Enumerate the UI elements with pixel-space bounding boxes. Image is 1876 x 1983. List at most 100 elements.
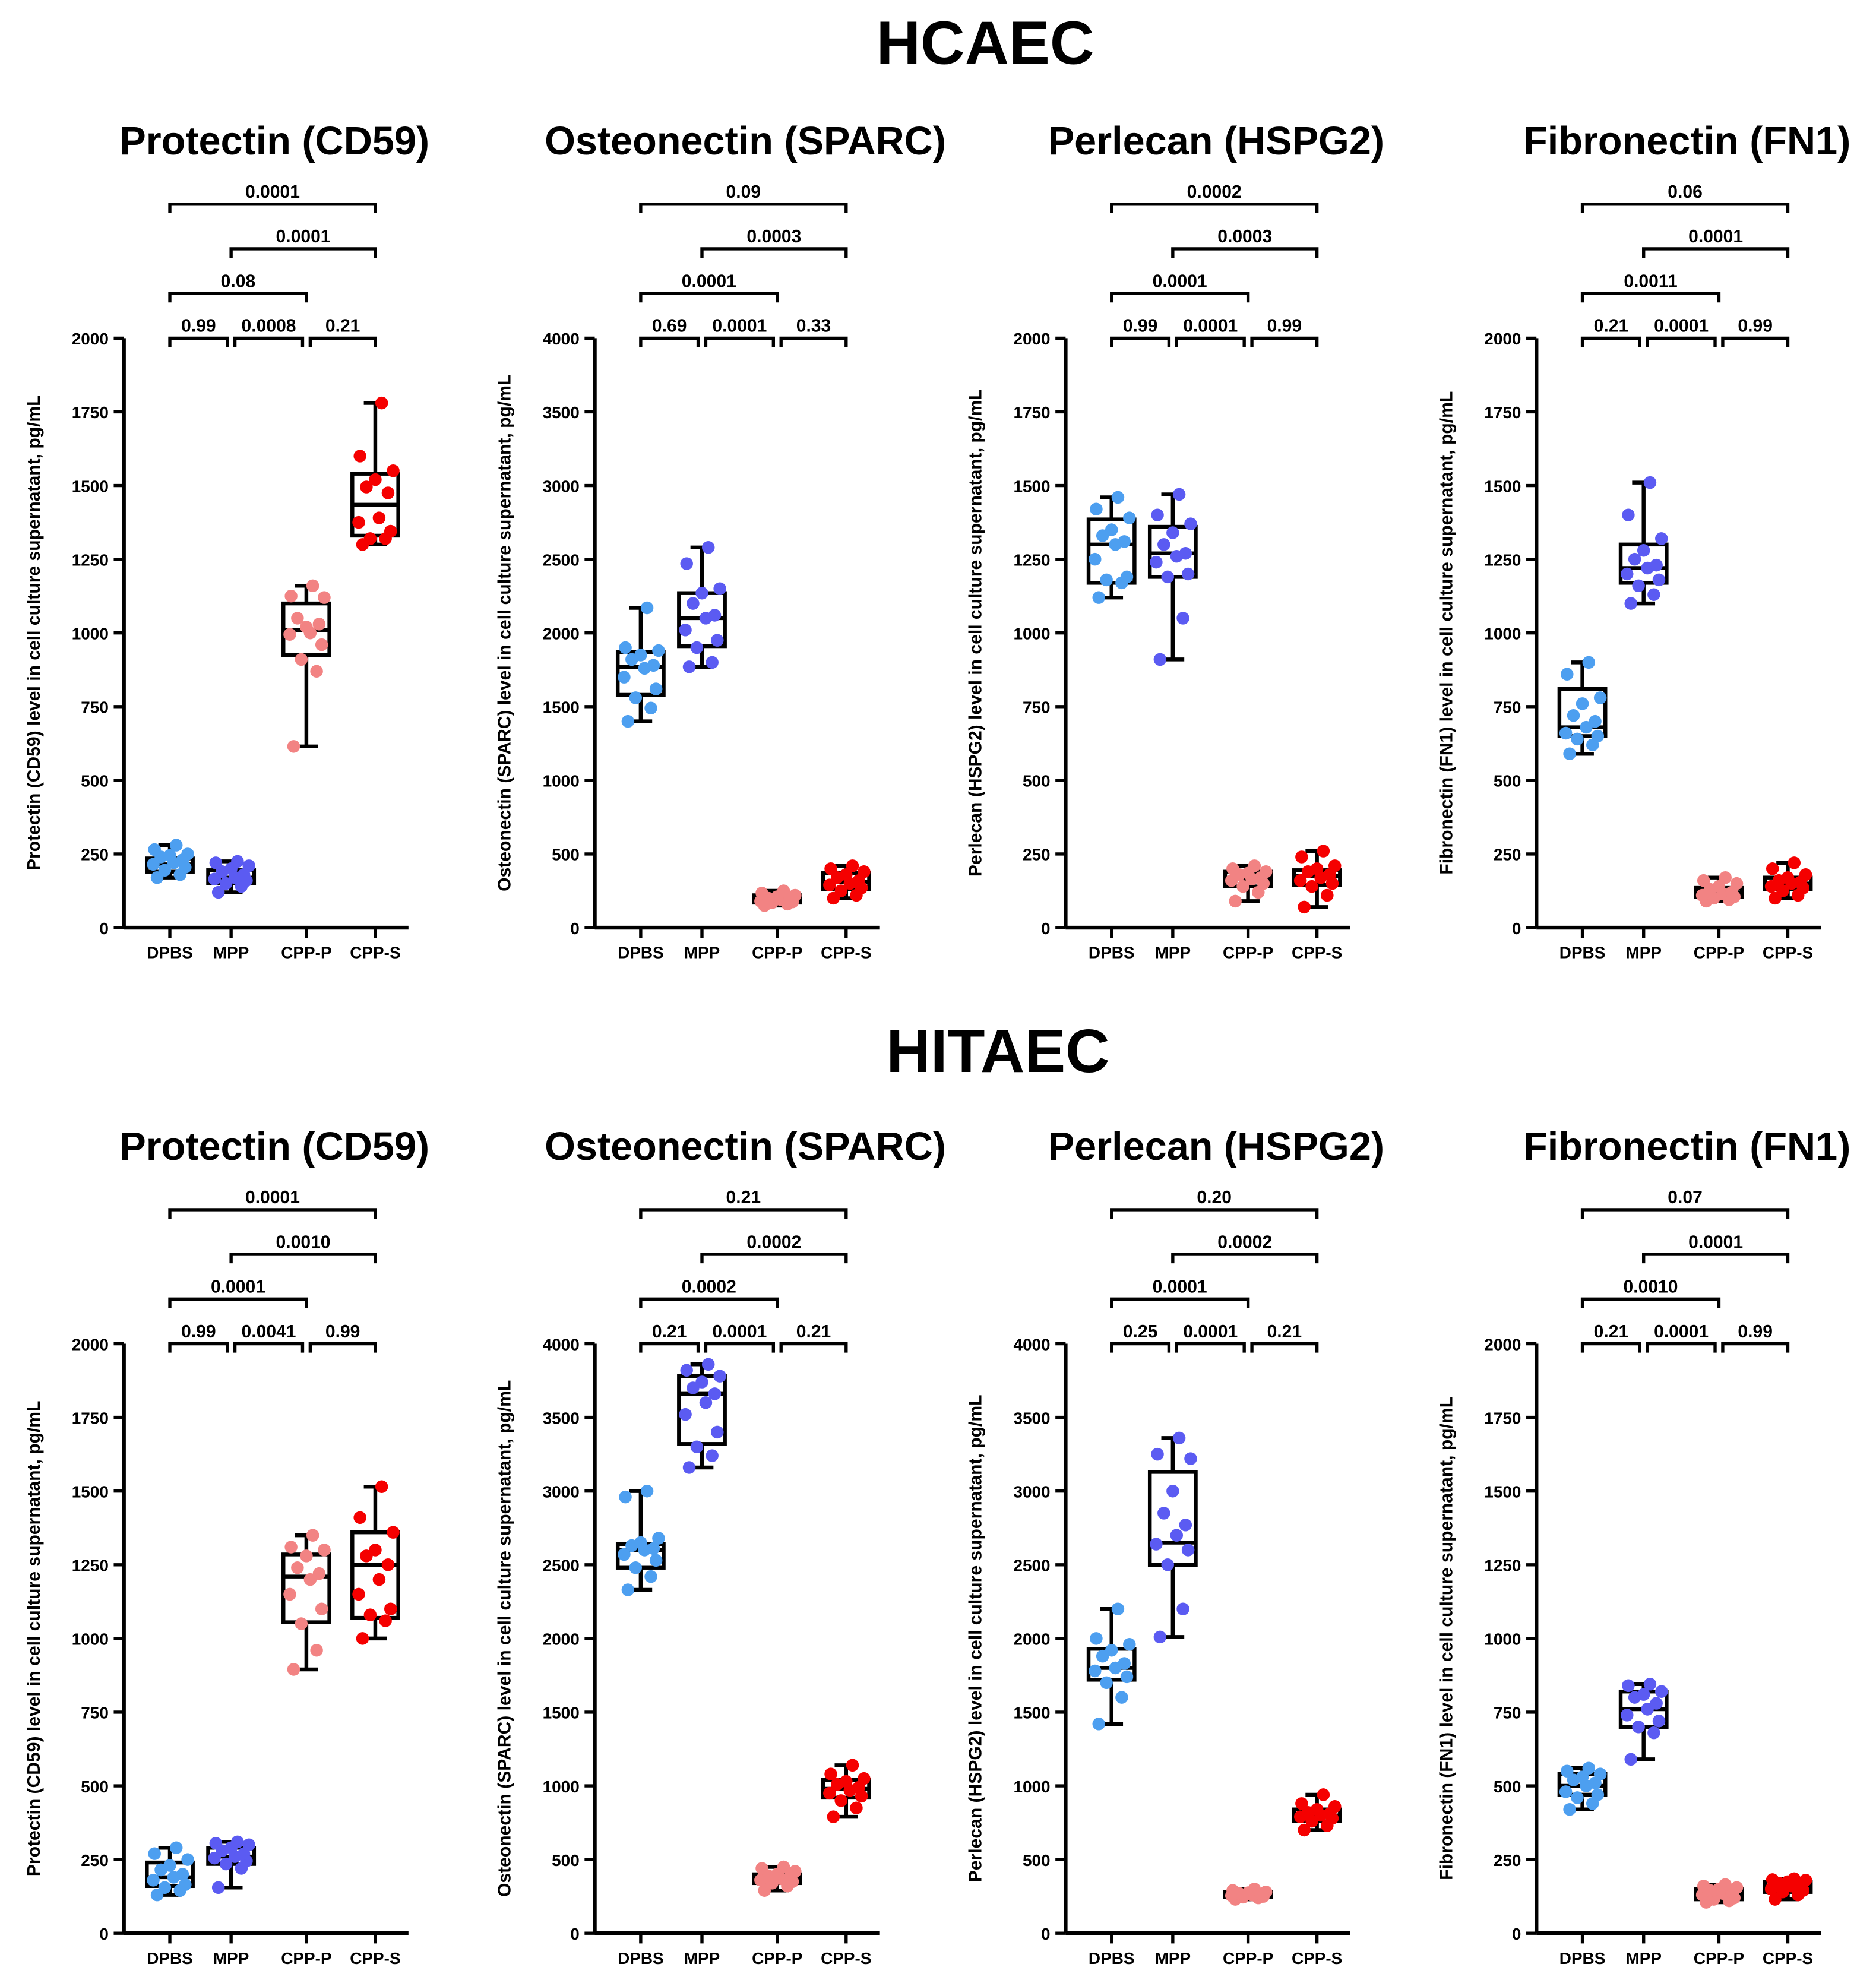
data-point xyxy=(287,1663,300,1676)
y-tick-label: 500 xyxy=(1494,772,1521,790)
y-tick-label: 3500 xyxy=(543,403,580,422)
p-value-label: 0.0001 xyxy=(211,1277,265,1297)
p-value-label: 0.21 xyxy=(1594,1322,1629,1342)
data-point xyxy=(1090,502,1103,516)
data-point xyxy=(242,859,255,872)
data-point xyxy=(387,1526,400,1539)
y-tick-label: 4000 xyxy=(1013,1335,1050,1353)
y-tick-label: 1500 xyxy=(1484,477,1521,495)
data-point xyxy=(1788,1872,1801,1886)
data-point xyxy=(1576,697,1589,710)
data-point xyxy=(1582,656,1596,669)
p-value-label: 0.0002 xyxy=(682,1277,736,1297)
y-tick-label: 2000 xyxy=(1484,1335,1521,1353)
data-point xyxy=(147,1874,160,1887)
significance-bracket xyxy=(168,203,377,213)
data-point xyxy=(858,865,871,878)
data-point xyxy=(711,634,724,647)
data-point xyxy=(1719,871,1732,884)
data-point xyxy=(618,671,631,684)
data-point xyxy=(680,1364,693,1377)
significance-bracket xyxy=(1580,336,1641,347)
data-point xyxy=(1111,491,1125,504)
p-value-label: 0.09 xyxy=(726,182,761,202)
data-point xyxy=(356,1632,369,1645)
data-point xyxy=(850,1801,863,1815)
data-point xyxy=(1730,1881,1744,1895)
data-point xyxy=(353,450,366,463)
p-value-label: 0.0001 xyxy=(1688,227,1743,246)
data-point xyxy=(1766,1873,1779,1886)
x-tick-label: MPP xyxy=(1625,1949,1662,1968)
y-tick-label: 2000 xyxy=(543,624,580,643)
data-point xyxy=(242,1838,255,1852)
y-tick-label: 2500 xyxy=(543,551,580,569)
data-point xyxy=(1776,884,1789,897)
y-tick-label: 500 xyxy=(1023,772,1051,790)
data-point xyxy=(284,1541,298,1554)
data-point xyxy=(369,1544,382,1557)
data-point xyxy=(1643,476,1657,489)
data-point xyxy=(375,396,388,410)
significance-bracket xyxy=(233,1342,305,1353)
y-tick-label: 1750 xyxy=(1484,1409,1521,1427)
data-point xyxy=(1624,1753,1637,1766)
data-point xyxy=(1170,1529,1184,1542)
data-point xyxy=(1622,1679,1635,1693)
y-tick-label: 250 xyxy=(1494,846,1521,864)
data-point xyxy=(713,1370,726,1383)
data-point xyxy=(840,868,853,881)
p-value-label: 0.99 xyxy=(1123,317,1158,336)
significance-bracket xyxy=(639,292,779,303)
data-point xyxy=(834,1794,847,1807)
data-point xyxy=(209,856,223,869)
p-value-label: 0.0001 xyxy=(1183,317,1238,336)
p-value-label: 0.21 xyxy=(1267,1322,1302,1342)
y-tick-label: 1500 xyxy=(1484,1482,1521,1501)
y-tick-label: 4000 xyxy=(543,1335,580,1353)
x-tick-label: CPP-S xyxy=(821,1949,871,1968)
y-axis-label: Perlecan (HSPG2) level in cell culture s… xyxy=(966,1395,986,1883)
significance-bracket xyxy=(1175,336,1246,347)
data-point xyxy=(702,1358,715,1371)
data-point xyxy=(379,1614,392,1627)
y-tick-label: 250 xyxy=(81,1851,109,1870)
data-point xyxy=(706,656,719,669)
data-point xyxy=(363,532,377,545)
x-tick-label: CPP-P xyxy=(752,1949,802,1968)
heading-hcaec: HCAEC xyxy=(877,8,1094,77)
data-point xyxy=(1766,862,1779,875)
data-point xyxy=(1184,1452,1197,1465)
panel-title: Perlecan (HSPG2) xyxy=(1048,119,1384,163)
y-tick-label: 2000 xyxy=(1013,330,1050,348)
data-point xyxy=(789,1865,802,1878)
data-point xyxy=(231,1835,244,1849)
data-point xyxy=(699,1396,713,1409)
y-tick-label: 1750 xyxy=(72,1409,109,1427)
data-point xyxy=(1236,880,1249,893)
p-value-label: 0.0001 xyxy=(712,317,767,336)
data-point xyxy=(181,1853,194,1866)
panel-hitaec-4: Fibronectin (FN1) Fibronectin (FN1) level… xyxy=(1437,1125,1850,1968)
data-point xyxy=(1089,552,1102,566)
y-tick-label: 4000 xyxy=(543,330,580,348)
data-point xyxy=(1153,1630,1167,1644)
data-point xyxy=(1120,1670,1134,1684)
data-point xyxy=(1561,668,1574,681)
data-point xyxy=(708,609,722,622)
data-point xyxy=(1647,588,1660,601)
p-value-label: 0.0001 xyxy=(245,1188,300,1207)
panel-title: Fibronectin (FN1) xyxy=(1523,1125,1850,1169)
y-axis-label: Osteonectin (SPARC) level in cell cultur… xyxy=(495,375,515,891)
y-tick-label: 1000 xyxy=(543,772,580,790)
p-value-label: 0.99 xyxy=(181,317,216,336)
data-point xyxy=(1166,1484,1179,1498)
data-point xyxy=(634,649,647,662)
data-point xyxy=(1563,1802,1576,1816)
data-point xyxy=(1576,1770,1589,1783)
data-point xyxy=(179,1878,192,1892)
data-point xyxy=(702,541,715,554)
data-point xyxy=(1092,591,1105,604)
y-tick-label: 500 xyxy=(81,1778,109,1796)
x-tick-label: CPP-P xyxy=(281,944,331,962)
